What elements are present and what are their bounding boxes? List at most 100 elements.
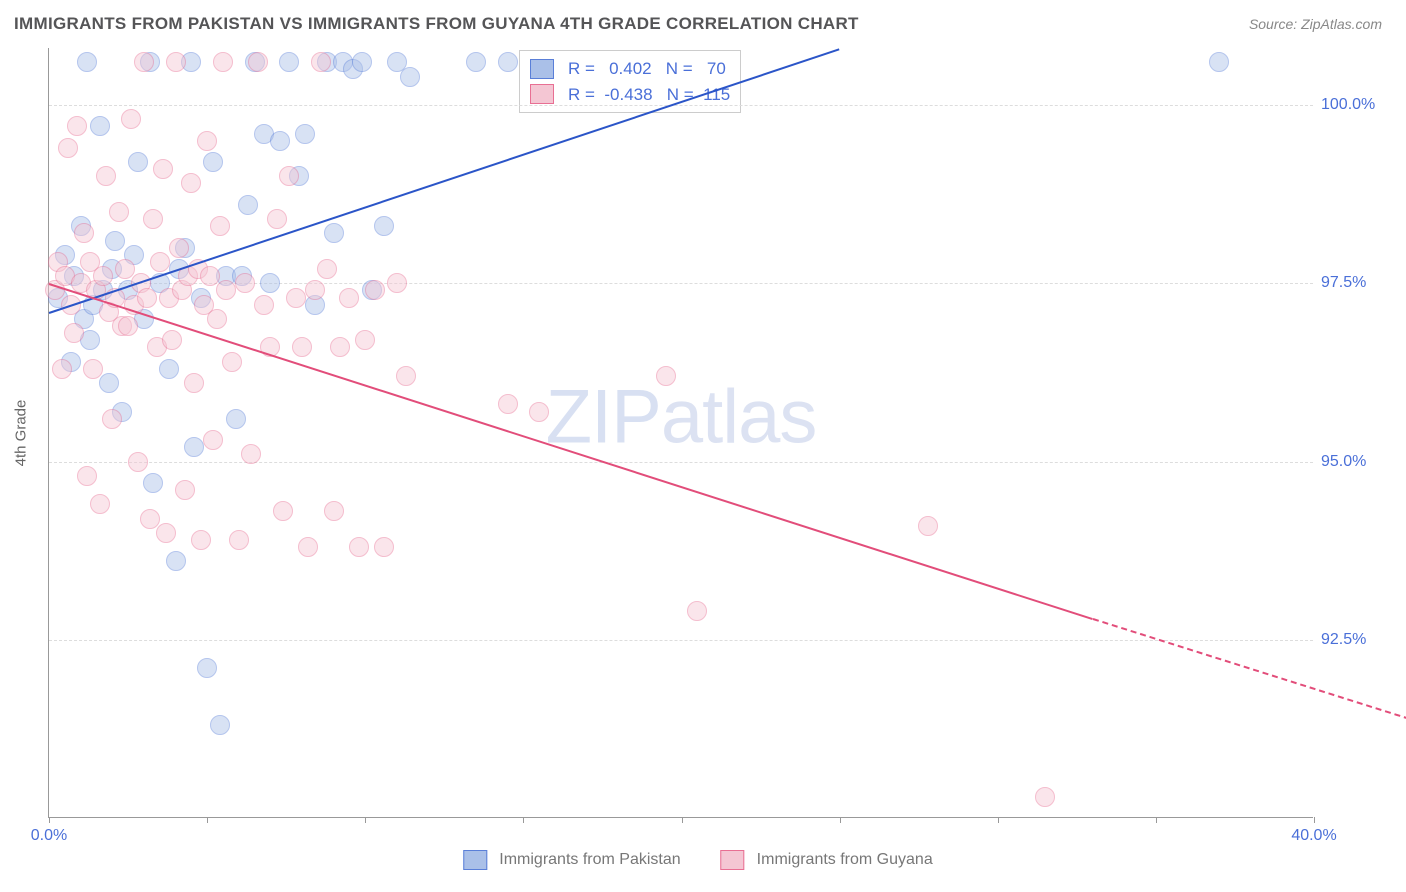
data-point <box>159 359 179 379</box>
data-point <box>115 259 135 279</box>
y-tick-label: 100.0% <box>1321 96 1391 114</box>
data-point <box>387 273 407 293</box>
data-point <box>99 373 119 393</box>
x-tick <box>998 817 999 823</box>
data-point <box>295 124 315 144</box>
data-point <box>197 131 217 151</box>
data-point <box>143 473 163 493</box>
data-point <box>77 466 97 486</box>
data-point <box>143 209 163 229</box>
data-point <box>150 252 170 272</box>
data-point <box>203 152 223 172</box>
legend-swatch <box>530 84 554 104</box>
data-point <box>210 715 230 735</box>
data-point <box>162 330 182 350</box>
data-point <box>77 52 97 72</box>
legend-label: Immigrants from Guyana <box>757 851 933 869</box>
data-point <box>241 444 261 464</box>
data-point <box>210 216 230 236</box>
data-point <box>156 523 176 543</box>
data-point <box>498 394 518 414</box>
data-point <box>226 409 246 429</box>
data-point <box>396 366 416 386</box>
data-point <box>349 537 369 557</box>
data-point <box>324 501 344 521</box>
data-point <box>102 409 122 429</box>
data-point <box>74 223 94 243</box>
data-point <box>235 273 255 293</box>
data-point <box>311 52 331 72</box>
y-tick-label: 92.5% <box>1321 631 1391 649</box>
x-tick <box>207 817 208 823</box>
data-point <box>687 601 707 621</box>
gridline-h <box>49 462 1313 463</box>
data-point <box>93 266 113 286</box>
data-point <box>918 516 938 536</box>
data-point <box>279 166 299 186</box>
y-tick-label: 97.5% <box>1321 274 1391 292</box>
data-point <box>466 52 486 72</box>
data-point <box>166 52 186 72</box>
data-point <box>355 330 375 350</box>
chart-header: IMMIGRANTS FROM PAKISTAN VS IMMIGRANTS F… <box>0 0 1406 44</box>
data-point <box>267 209 287 229</box>
data-point <box>305 280 325 300</box>
data-point <box>134 52 154 72</box>
legend-swatch <box>530 59 554 79</box>
data-point <box>292 337 312 357</box>
data-point <box>498 52 518 72</box>
data-point <box>400 67 420 87</box>
chart-title: IMMIGRANTS FROM PAKISTAN VS IMMIGRANTS F… <box>14 14 859 34</box>
data-point <box>109 202 129 222</box>
watermark: ZIPatlas <box>546 374 817 461</box>
data-point <box>175 480 195 500</box>
data-point <box>229 530 249 550</box>
data-point <box>298 537 318 557</box>
data-point <box>105 231 125 251</box>
data-point <box>64 323 84 343</box>
data-point <box>137 288 157 308</box>
data-point <box>352 52 372 72</box>
legend-swatch <box>463 850 487 870</box>
legend-label: Immigrants from Pakistan <box>499 851 680 869</box>
data-point <box>1209 52 1229 72</box>
data-point <box>324 223 344 243</box>
data-point <box>153 159 173 179</box>
x-tick-label: 0.0% <box>31 827 67 845</box>
data-point <box>200 266 220 286</box>
data-point <box>330 337 350 357</box>
legend-item: Immigrants from Pakistan <box>463 850 680 870</box>
gridline-h <box>49 640 1313 641</box>
data-point <box>273 501 293 521</box>
data-point <box>365 280 385 300</box>
trend-line <box>49 283 1093 620</box>
data-point <box>90 116 110 136</box>
x-tick <box>523 817 524 823</box>
data-point <box>317 259 337 279</box>
stats-text: R = 0.402 N = 70 <box>568 56 726 82</box>
data-point <box>529 402 549 422</box>
gridline-h <box>49 105 1313 106</box>
y-axis-label: 4th Grade <box>13 399 30 466</box>
data-point <box>90 494 110 514</box>
x-tick <box>365 817 366 823</box>
data-point <box>181 173 201 193</box>
data-point <box>67 116 87 136</box>
data-point <box>166 551 186 571</box>
data-point <box>83 359 103 379</box>
data-point <box>191 530 211 550</box>
data-point <box>286 288 306 308</box>
data-point <box>184 373 204 393</box>
data-point <box>96 166 116 186</box>
x-tick <box>1156 817 1157 823</box>
data-point <box>140 509 160 529</box>
bottom-legend: Immigrants from Pakistan Immigrants from … <box>463 850 932 870</box>
data-point <box>203 430 223 450</box>
trend-line <box>49 48 840 314</box>
chart-container: ZIPatlas 4th Grade R = 0.402 N = 70R = -… <box>48 48 1348 838</box>
data-point <box>58 138 78 158</box>
data-point <box>260 273 280 293</box>
x-tick <box>49 817 50 823</box>
source-attribution: Source: ZipAtlas.com <box>1249 16 1382 32</box>
plot-area: ZIPatlas 4th Grade R = 0.402 N = 70R = -… <box>48 48 1313 818</box>
